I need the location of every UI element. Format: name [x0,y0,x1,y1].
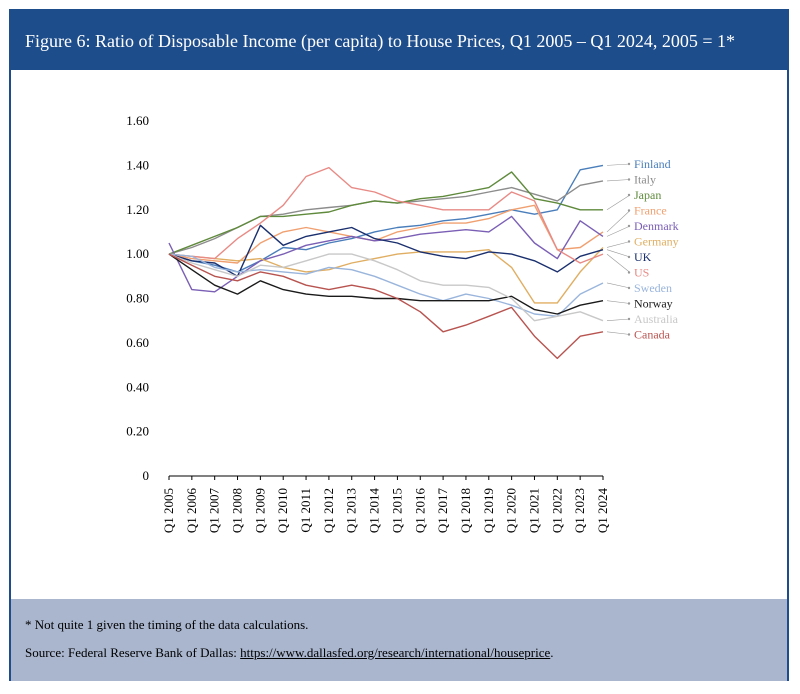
x-tick-label: Q1 2016 [412,488,427,534]
x-tick-label: Q1 2022 [549,488,564,533]
legend-label-denmark: Denmark [634,219,679,233]
x-tick-label: Q1 2014 [367,488,382,534]
x-tick-label: Q1 2015 [389,488,404,533]
axes: 0 0.20 0.40 0.60 0.80 1.00 1.20 1.40 1.60 Q1 2005… [126,113,610,533]
legend-leader-denmark [606,225,631,237]
series-line-finland [168,164,604,273]
legend-marker-us [627,271,631,274]
legend-leader-japan [606,194,631,211]
legend-marker-uk [627,255,631,259]
legend-label-france: France [634,204,667,218]
y-tick-label: 0.60 [126,335,149,350]
x-tick-label: Q1 2020 [504,488,519,533]
x-tick-label: Q1 2007 [207,488,222,534]
y-tick-label: 1.60 [126,113,149,128]
x-tick-label: Q1 2009 [252,488,267,533]
x-tick-label: Q1 2024 [595,488,610,534]
legend-leader-norway [606,300,631,304]
x-tick-label: Q1 2008 [230,488,245,533]
source-suffix: . [550,645,554,660]
series-line-france [168,204,604,264]
legend-label-germany: Germany [634,235,679,249]
y-tick-label: 1.20 [126,202,149,217]
title-bar: Figure 6: Ratio of Disposable Income (pe… [11,11,787,70]
legend-marker-italy [627,178,631,181]
x-tick-label: Q1 2006 [184,488,199,534]
x-tick-label: Q1 2019 [481,488,496,533]
legend-leader-canada [606,331,631,335]
series-line-germany [168,247,604,304]
legend-leader-uk [606,249,631,258]
series-line-canada [168,253,604,360]
legend-leader-france [606,210,631,233]
footer: * Not quite 1 given the timing of the da… [11,599,787,681]
legend-marker-sweden [627,286,631,290]
series-line-japan [168,171,603,255]
y-tick-label: 0 [143,468,150,483]
footnote: * Not quite 1 given the timing of the da… [25,617,309,632]
y-tick-label: 1.00 [126,246,149,261]
x-tick-label: Q1 2011 [298,488,313,533]
x-tick-label: Q1 2018 [458,488,473,533]
legend-label-norway: Norway [634,297,673,311]
y-tick-label: 1.40 [126,157,149,172]
x-tick-label: Q1 2005 [161,488,176,533]
legend-label-australia: Australia [634,312,679,326]
legend-leader-australia [606,318,631,321]
series-lines [168,164,604,360]
legend-marker-denmark [627,224,631,228]
x-tick-label: Q1 2010 [275,488,290,533]
series-line-sweden [168,253,604,318]
legend-label-canada: Canada [634,328,671,342]
legend-marker-germany [627,240,631,243]
legend-leader-sweden [606,282,631,289]
legend-leader-germany [606,241,631,248]
y-tick-label: 0.40 [126,379,149,394]
legend-leader-italy [606,179,631,182]
x-tick-label: Q1 2013 [344,488,359,533]
x-tick-label: Q1 2012 [321,488,336,533]
line-chart: 0 0.20 0.40 0.60 0.80 1.00 1.20 1.40 1.60 Q1 2005… [126,113,679,533]
legend-marker-canada [627,333,631,336]
x-tick-label: Q1 2017 [435,488,450,534]
x-tick-label: Q1 2021 [526,488,541,533]
source-line: Source: Federal Reserve Bank of Dallas: … [25,645,554,661]
series-line-us [168,166,604,264]
figure-frame: Figure 6: Ratio of Disposable Income (pe… [9,9,789,681]
legend-label-sweden: Sweden [634,281,672,295]
legend-marker-france [627,209,631,212]
legend-label-japan: Japan [634,188,661,202]
series-line-uk [168,224,604,278]
legend-label-italy: Italy [634,173,656,187]
legend-label-uk: UK [634,250,652,264]
series-line-italy [168,180,604,255]
legend-label-finland: Finland [634,157,671,171]
source-link[interactable]: https://www.dallasfed.org/research/inter… [240,645,551,660]
legend-marker-australia [627,317,631,321]
legend-marker-norway [627,302,631,305]
legend-leader-finland [606,163,631,166]
series-line-australia [168,253,604,322]
chart-area: 0 0.20 0.40 0.60 0.80 1.00 1.20 1.40 1.60 Q1 2005… [11,70,787,599]
legend-marker-japan [627,193,631,197]
source-prefix: Source: Federal Reserve Bank of Dallas: [25,645,241,660]
legend-label-us: US [634,266,649,280]
y-tick-label: 0.80 [126,291,149,306]
legend-leader-us [606,253,631,273]
legend-marker-finland [627,162,631,166]
x-tick-label: Q1 2023 [572,488,587,533]
figure-title: Figure 6: Ratio of Disposable Income (pe… [25,31,736,51]
y-tick-label: 0.20 [126,424,149,439]
series-line-norway [168,253,604,315]
